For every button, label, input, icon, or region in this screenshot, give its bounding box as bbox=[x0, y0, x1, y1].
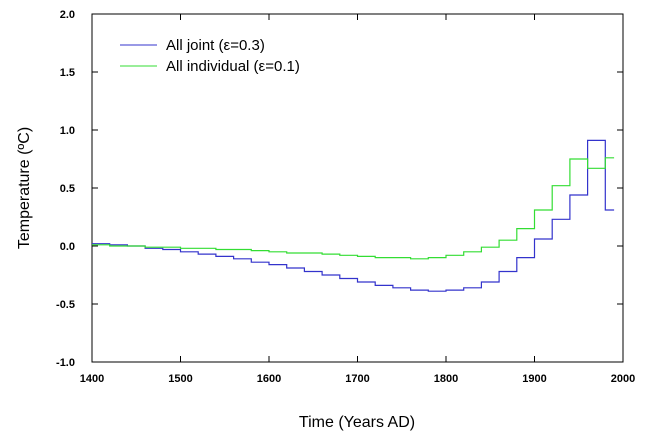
legend-label-all-individual: All individual (ε=0.1) bbox=[166, 58, 300, 75]
x-tick-label: 2000 bbox=[611, 373, 635, 385]
y-tick-label: 0.5 bbox=[60, 183, 75, 195]
x-tick-label: 1700 bbox=[345, 373, 369, 385]
y-tick-label: -0.5 bbox=[56, 299, 75, 311]
y-tick-label: 1.0 bbox=[60, 125, 75, 137]
series-layer bbox=[92, 139, 615, 292]
x-tick-label: 1500 bbox=[168, 373, 192, 385]
x-tick-label: 1800 bbox=[434, 373, 458, 385]
x-axis-title: Time (Years AD) bbox=[299, 414, 415, 431]
y-axis-title: Temperature (ºC) bbox=[16, 127, 33, 249]
series-line-all-individual bbox=[92, 157, 615, 260]
y-tick-label: 1.5 bbox=[60, 67, 75, 79]
series-line-all-joint bbox=[92, 139, 615, 292]
y-tick-label: 2.0 bbox=[60, 9, 75, 21]
legend-label-all-joint: All joint (ε=0.3) bbox=[166, 37, 265, 54]
x-tick-label: 1600 bbox=[257, 373, 281, 385]
legend: All joint (ε=0.3) All individual (ε=0.1) bbox=[120, 37, 300, 75]
x-tick-label: 1900 bbox=[522, 373, 546, 385]
y-tick-label: -1.0 bbox=[56, 357, 75, 369]
axis-ticks: 1400 1500 1600 1700 1800 1900 2000 -1.0 -0.5 0.0 0… bbox=[56, 9, 635, 385]
y-tick-label: 0.0 bbox=[60, 241, 75, 253]
x-tick-label: 1400 bbox=[80, 373, 104, 385]
